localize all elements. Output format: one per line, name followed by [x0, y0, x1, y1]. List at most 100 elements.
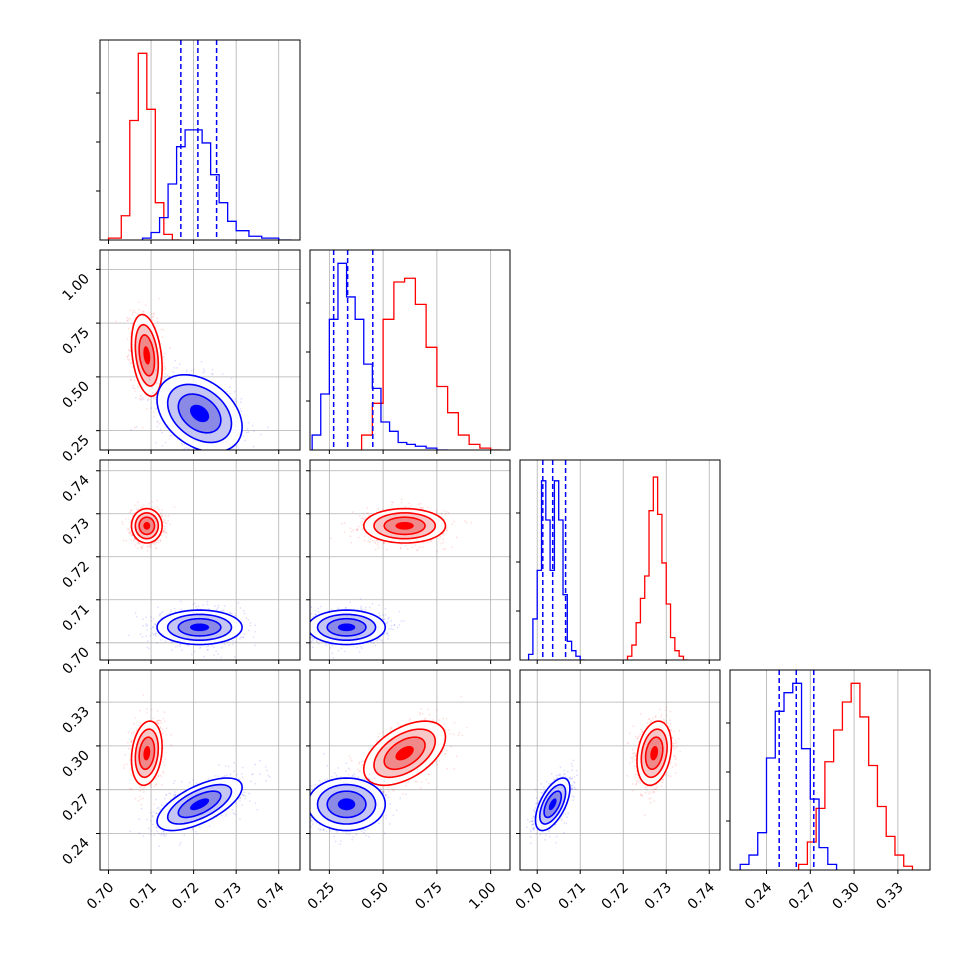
- contour-line: [383, 516, 426, 536]
- sample-point: [132, 539, 135, 542]
- sample-point: [446, 529, 448, 532]
- sample-point: [239, 637, 241, 640]
- sample-point: [155, 635, 157, 637]
- sample-point: [337, 607, 340, 610]
- sample-point: [440, 542, 443, 545]
- sample-point: [161, 431, 164, 434]
- sample-point: [242, 435, 245, 438]
- sample-point: [133, 387, 136, 390]
- sample-point: [145, 635, 148, 638]
- sample-point: [149, 544, 152, 547]
- sample-point: [206, 600, 209, 603]
- sample-point: [162, 530, 165, 532]
- sample-point: [134, 311, 137, 314]
- sample-point: [197, 605, 200, 608]
- sample-point: [371, 602, 374, 605]
- sample-point: [163, 521, 166, 524]
- sample-point: [464, 520, 466, 522]
- sample-point: [152, 617, 155, 620]
- sample-point: [217, 604, 220, 607]
- sample-point: [127, 319, 129, 322]
- sample-point: [126, 316, 128, 319]
- sample-point: [178, 642, 181, 645]
- sample-point: [236, 635, 239, 638]
- sample-point: [125, 539, 128, 542]
- sample-point: [155, 407, 158, 410]
- sample-point: [329, 537, 332, 540]
- sample-point: [147, 394, 149, 397]
- sample-point: [169, 434, 172, 437]
- sample-point: [168, 375, 171, 378]
- sample-point: [139, 633, 142, 636]
- sample-point: [232, 639, 235, 642]
- sample-point: [149, 634, 152, 637]
- sample-point: [154, 633, 157, 636]
- sample-point: [244, 439, 246, 442]
- sample-point: [156, 499, 158, 502]
- sample-point: [152, 312, 155, 315]
- sample-point: [144, 304, 147, 307]
- sample-point: [157, 508, 160, 511]
- sample-point: [131, 313, 134, 316]
- sample-point: [162, 362, 165, 365]
- sample-point: [176, 644, 179, 647]
- sample-point: [154, 396, 156, 399]
- sample-point: [150, 373, 152, 375]
- sample-point: [254, 644, 256, 647]
- contour-line: [177, 617, 222, 637]
- sample-point: [356, 529, 359, 531]
- sample-point: [129, 332, 132, 335]
- sample-point: [211, 644, 213, 647]
- sample-point: [159, 428, 162, 431]
- sample-point: [208, 608, 210, 610]
- sample-point: [132, 386, 134, 389]
- sample-point: [316, 640, 318, 643]
- sample-point: [239, 636, 242, 639]
- sample-point: [358, 515, 361, 518]
- sample-point: [126, 338, 129, 341]
- sample-point: [411, 546, 414, 549]
- histogram-panel: [311, 250, 502, 450]
- sample-point: [400, 498, 403, 501]
- sample-point: [221, 373, 224, 375]
- density-core: [143, 346, 151, 365]
- sample-point: [129, 531, 132, 534]
- sample-point: [124, 518, 127, 520]
- sample-point: [159, 539, 162, 542]
- sample-point: [145, 623, 147, 626]
- sample-point: [436, 550, 439, 553]
- sample-point: [131, 533, 134, 536]
- sample-point: [192, 603, 195, 606]
- sample-point: [378, 604, 381, 607]
- sample-point: [127, 354, 130, 356]
- axes-frame: [99, 459, 301, 661]
- sample-point: [374, 542, 377, 545]
- sample-point: [329, 646, 332, 649]
- sample-point: [371, 539, 374, 542]
- sample-point: [161, 514, 164, 517]
- sample-point: [164, 522, 167, 525]
- sample-point: [360, 521, 363, 523]
- sample-point: [227, 641, 229, 644]
- sample-point: [129, 309, 132, 312]
- sample-point: [158, 614, 161, 617]
- axes-frame: [309, 249, 511, 451]
- sample-point: [150, 627, 153, 630]
- sample-point: [138, 397, 141, 400]
- sample-point: [442, 548, 445, 551]
- sample-point: [152, 634, 155, 636]
- sample-point: [203, 655, 205, 658]
- sample-point: [164, 441, 167, 444]
- sample-point: [139, 394, 142, 397]
- sample-point: [136, 542, 139, 545]
- sample-point: [362, 517, 365, 520]
- sample-point: [146, 549, 149, 552]
- sample-point: [154, 392, 157, 395]
- sample-point: [128, 532, 130, 534]
- sample-point: [134, 612, 137, 614]
- sample-point: [152, 416, 155, 418]
- sample-point: [140, 398, 143, 401]
- sample-point: [139, 399, 142, 401]
- sample-point: [162, 355, 165, 358]
- sample-point: [445, 510, 448, 513]
